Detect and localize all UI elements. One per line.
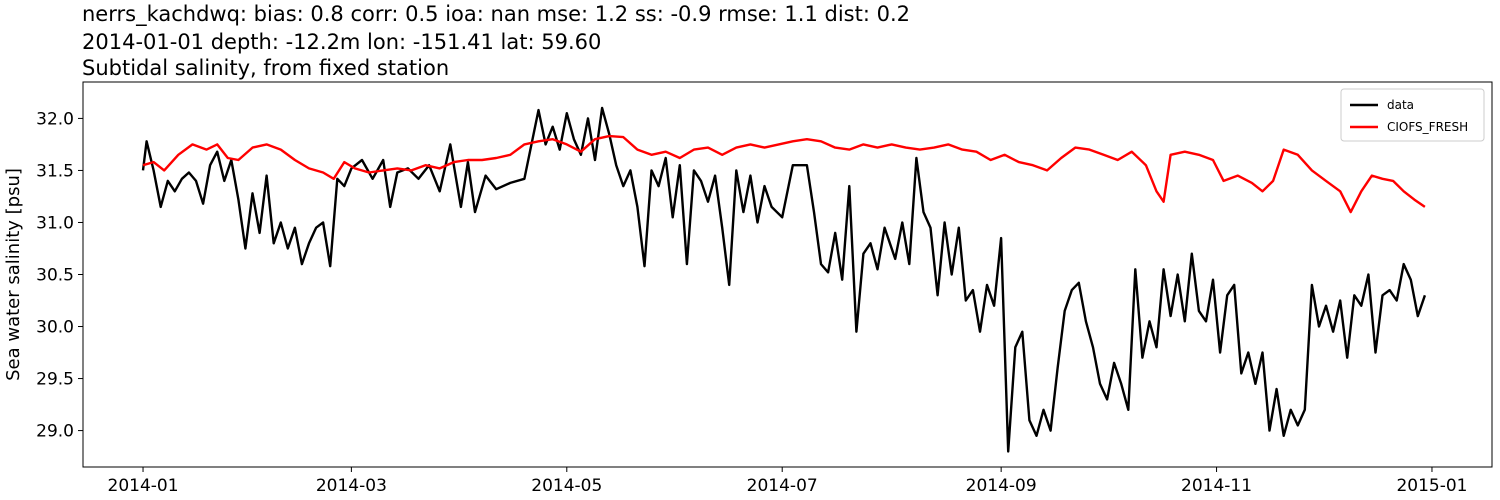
x-tick-label: 2014-03 xyxy=(316,476,387,496)
x-tick-label: 2014-11 xyxy=(1181,476,1252,496)
y-tick-label: 31.0 xyxy=(36,213,74,233)
x-tick-label: 2014-05 xyxy=(531,476,602,496)
y-tick-label: 31.5 xyxy=(36,161,74,181)
x-tick-label: 2014-01 xyxy=(108,476,179,496)
y-tick-label: 29.0 xyxy=(36,422,74,442)
y-tick-label: 29.5 xyxy=(36,370,74,390)
x-tick-label: 2014-09 xyxy=(966,476,1037,496)
legend-label-data: data xyxy=(1387,98,1414,112)
plot-area xyxy=(141,106,1427,453)
x-tick-label: 2015-01 xyxy=(1396,476,1467,496)
x-tick-label: 2014-07 xyxy=(747,476,818,496)
y-axis-label: Sea water salinity [psu] xyxy=(3,168,24,381)
chart-title-location: 2014-01-01 depth: -12.2m lon: -151.41 la… xyxy=(82,30,602,54)
series-line-ciofs-fresh xyxy=(142,134,1426,214)
y-tick-label: 30.5 xyxy=(36,266,74,286)
legend-label-ciofs-fresh: CIOFS_FRESH xyxy=(1387,120,1468,134)
axes: 2014-01 2014-03 2014-05 2014-07 2014-09 2014-… xyxy=(3,81,1493,496)
y-tick-label: 30.0 xyxy=(36,318,74,338)
legend: data CIOFS_FRESH xyxy=(1340,88,1485,142)
y-tick-label: 32.0 xyxy=(36,109,74,129)
chart-title-stats: nerrs_kachdwq: bias: 0.8 corr: 0.5 ioa: … xyxy=(82,2,910,26)
chart-title-description: Subtidal salinity, from fixed station xyxy=(82,56,450,80)
series-line-data xyxy=(141,106,1427,453)
